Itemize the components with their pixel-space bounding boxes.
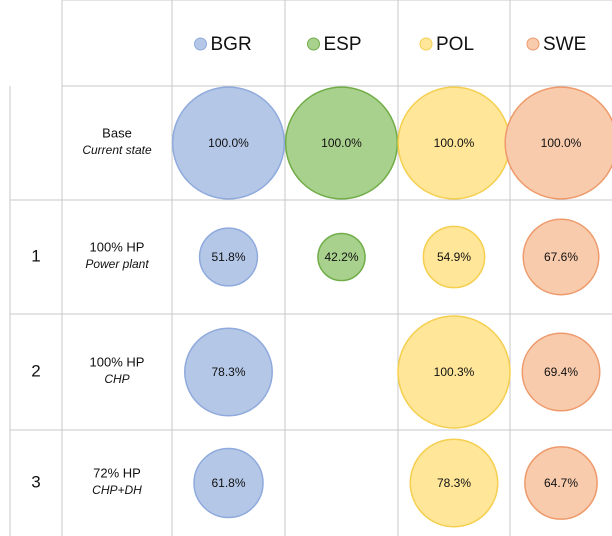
bubble [284, 86, 399, 200]
row-label: 100% HP [90, 354, 145, 369]
bubble [409, 438, 499, 528]
legend-dot [419, 37, 433, 51]
bubble [184, 327, 273, 417]
value-label: 78.3% [211, 365, 245, 379]
value-label: 51.8% [211, 250, 245, 264]
bubble [524, 446, 598, 520]
bubble [522, 218, 600, 296]
row-sublabel: CHP+DH [92, 483, 142, 497]
bubble [171, 86, 286, 200]
row-label: 100% HP [90, 239, 145, 254]
bubble [504, 86, 612, 200]
row-label: Base [102, 125, 132, 140]
row-label: 72% HP [93, 465, 141, 480]
bubble [422, 225, 486, 289]
value-label: 61.8% [211, 476, 245, 490]
legend-label: ESP [324, 34, 362, 55]
value-label: 100.0% [208, 136, 249, 150]
legend-dot [526, 37, 540, 51]
row-sublabel: Power plant [85, 257, 149, 271]
bubble [198, 227, 259, 287]
bubble [193, 447, 264, 519]
value-label: 64.7% [544, 476, 578, 490]
legend-label: SWE [543, 34, 586, 55]
row-number: 3 [31, 472, 40, 491]
value-label: 100.0% [321, 136, 362, 150]
value-label: 69.4% [544, 365, 578, 379]
value-label: 100.0% [541, 136, 582, 150]
legend-dot [194, 37, 207, 51]
value-label: 100.3% [434, 365, 475, 379]
value-label: 42.2% [324, 250, 358, 264]
legend-label: BGR [211, 34, 252, 55]
bubble [317, 232, 366, 282]
value-label: 54.9% [437, 250, 471, 264]
row-number: 1 [31, 246, 40, 265]
legend-dot [307, 37, 320, 51]
bubble [521, 332, 601, 412]
value-label: 100.0% [434, 136, 475, 150]
row-number: 2 [31, 361, 40, 380]
row-sublabel: CHP [104, 372, 129, 386]
bubble [397, 315, 511, 429]
value-label: 67.6% [544, 250, 578, 264]
value-label: 78.3% [437, 476, 471, 490]
row-sublabel: Current state [82, 143, 152, 157]
legend-label: POL [436, 34, 474, 55]
